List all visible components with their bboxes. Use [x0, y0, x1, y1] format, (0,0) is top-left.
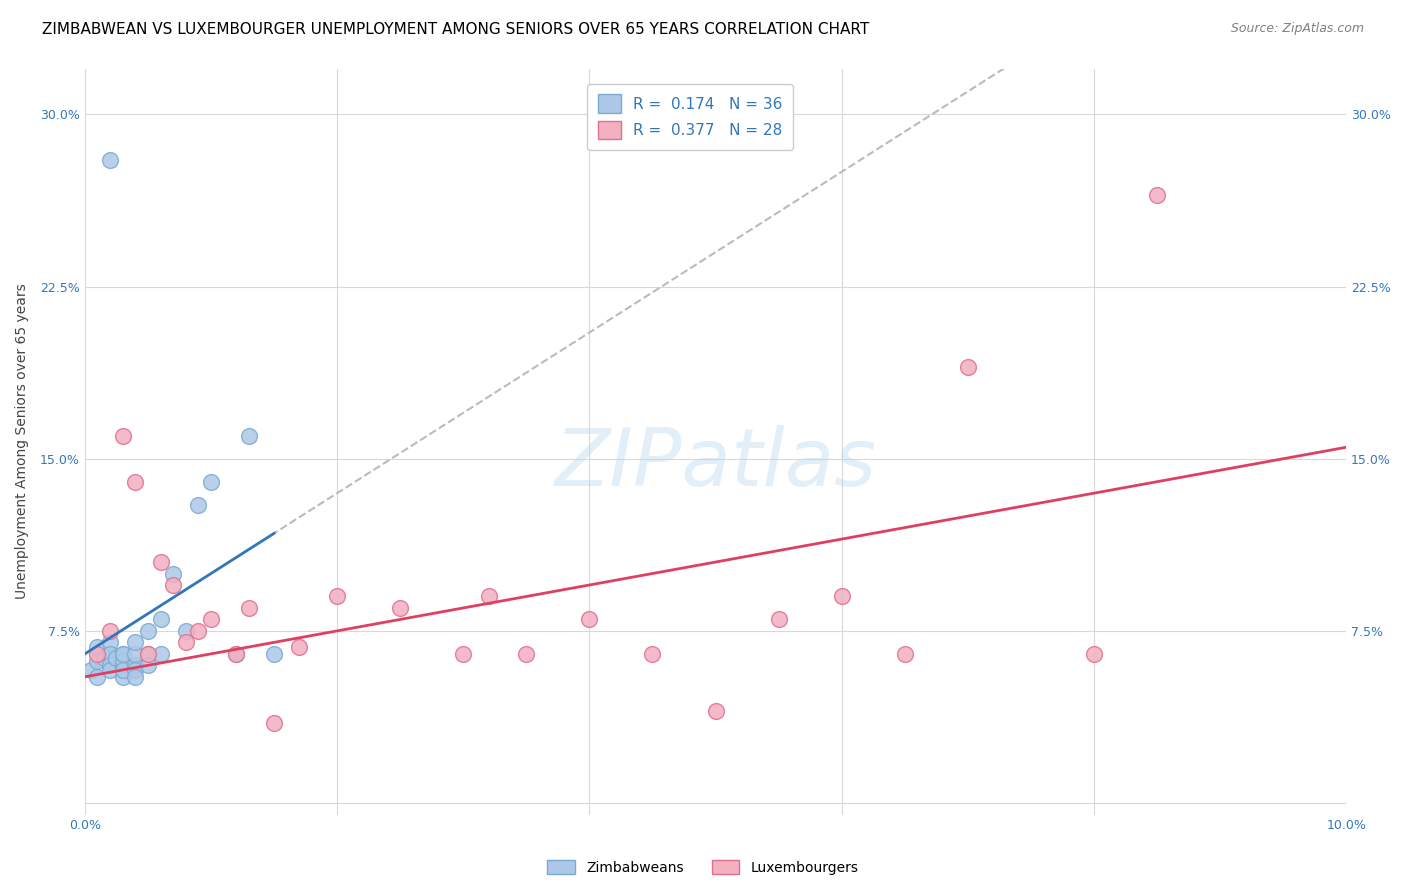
Point: [136, 647, 159, 661]
Point: [288, 640, 311, 654]
Text: ZIMBABWEAN VS LUXEMBOURGER UNEMPLOYMENT AMONG SENIORS OVER 65 YEARS CORRELATION : ZIMBABWEAN VS LUXEMBOURGER UNEMPLOYMENT …: [42, 22, 869, 37]
Point: [894, 647, 917, 661]
Point: [80, 663, 103, 677]
Point: [641, 647, 664, 661]
Point: [98, 153, 121, 168]
Point: [326, 590, 349, 604]
Point: [162, 578, 184, 592]
Point: [238, 601, 260, 615]
Point: [263, 647, 285, 661]
Point: [105, 651, 128, 665]
Point: [389, 601, 412, 615]
Point: [225, 647, 247, 661]
Point: [111, 663, 134, 677]
Point: [124, 663, 146, 677]
Point: [768, 612, 790, 626]
Legend: Zimbabweans, Luxembourgers: Zimbabweans, Luxembourgers: [541, 855, 865, 880]
Text: ZIPatlas: ZIPatlas: [554, 425, 876, 503]
Point: [93, 651, 115, 665]
Point: [149, 555, 172, 569]
Point: [86, 640, 108, 654]
Point: [111, 429, 134, 443]
Point: [515, 647, 537, 661]
Point: [831, 590, 853, 604]
Point: [98, 647, 121, 661]
Point: [124, 475, 146, 489]
Point: [124, 647, 146, 661]
Point: [149, 612, 172, 626]
Point: [477, 590, 499, 604]
Point: [98, 658, 121, 673]
Point: [136, 647, 159, 661]
Point: [111, 647, 134, 661]
Point: [174, 624, 197, 638]
Point: [704, 704, 727, 718]
Point: [162, 566, 184, 581]
Point: [111, 670, 134, 684]
Point: [263, 715, 285, 730]
Point: [200, 475, 222, 489]
Y-axis label: Unemployment Among Seniors over 65 years: Unemployment Among Seniors over 65 years: [15, 284, 30, 599]
Point: [98, 635, 121, 649]
Point: [225, 647, 247, 661]
Point: [136, 658, 159, 673]
Point: [124, 635, 146, 649]
Point: [98, 647, 121, 661]
Point: [200, 612, 222, 626]
Point: [124, 658, 146, 673]
Point: [136, 624, 159, 638]
Point: [1146, 187, 1168, 202]
Point: [86, 654, 108, 668]
Point: [111, 654, 134, 668]
Point: [174, 635, 197, 649]
Point: [124, 670, 146, 684]
Point: [98, 663, 121, 677]
Point: [956, 359, 979, 374]
Point: [187, 624, 209, 638]
Point: [86, 647, 108, 661]
Point: [111, 658, 134, 673]
Point: [451, 647, 474, 661]
Point: [578, 612, 600, 626]
Text: Source: ZipAtlas.com: Source: ZipAtlas.com: [1230, 22, 1364, 36]
Point: [86, 670, 108, 684]
Point: [238, 429, 260, 443]
Point: [111, 647, 134, 661]
Legend: R =  0.174   N = 36, R =  0.377   N = 28: R = 0.174 N = 36, R = 0.377 N = 28: [588, 84, 793, 150]
Point: [149, 647, 172, 661]
Point: [187, 498, 209, 512]
Point: [98, 624, 121, 638]
Point: [111, 663, 134, 677]
Point: [1083, 647, 1105, 661]
